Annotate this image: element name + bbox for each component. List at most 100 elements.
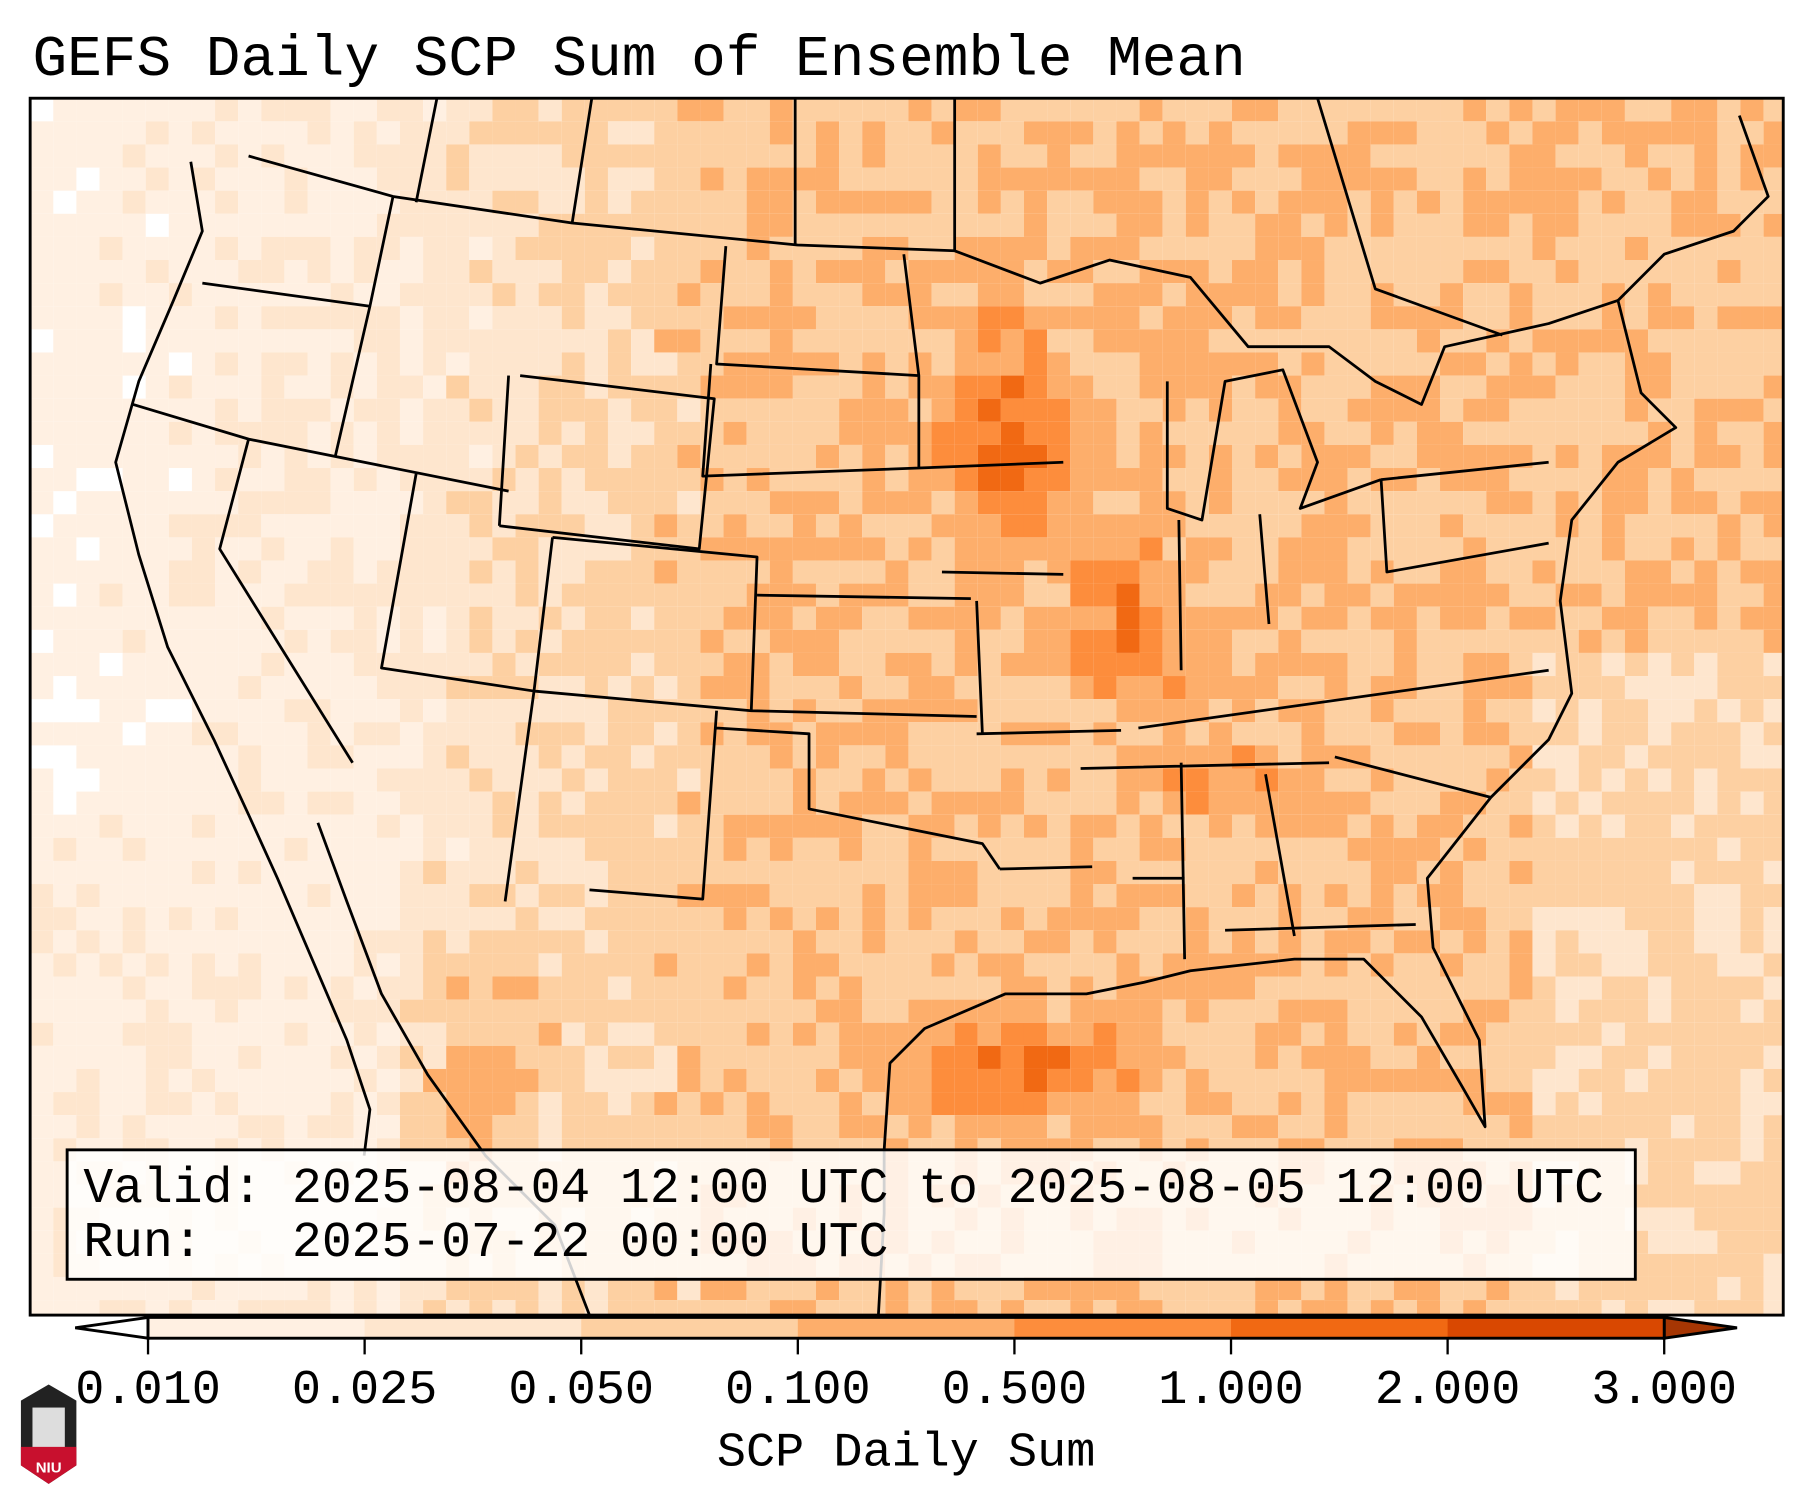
heatmap-cell [631, 884, 655, 908]
heatmap-cell [1393, 306, 1417, 330]
heatmap-cell [1232, 421, 1256, 445]
heatmap-cell [1116, 190, 1140, 214]
heatmap-cell [607, 121, 632, 145]
heatmap-cell [677, 375, 701, 399]
heatmap-cell [1347, 953, 1371, 977]
heatmap-cell [1370, 236, 1394, 261]
heatmap-cell [446, 1300, 470, 1316]
heatmap-cell [1324, 860, 1348, 885]
heatmap-cell [376, 213, 400, 237]
heatmap-cell [1717, 306, 1741, 330]
heatmap-cell [515, 375, 539, 399]
heatmap-cell [1648, 606, 1672, 630]
heatmap-cell [307, 629, 331, 653]
heatmap-cell [908, 144, 932, 168]
heatmap-cell [1185, 444, 1209, 469]
heatmap-cell [792, 814, 816, 838]
heatmap-cell [746, 837, 770, 861]
heatmap-cell [168, 444, 192, 469]
heatmap-cell [284, 375, 308, 399]
heatmap-cell [1047, 514, 1071, 538]
heatmap-cell [1717, 652, 1741, 677]
heatmap-cell [631, 676, 655, 700]
heatmap-cell [1416, 121, 1441, 145]
heatmap-cell [30, 884, 54, 908]
colorbar-tick-label: 0.010 [75, 1363, 221, 1418]
heatmap-cell [1278, 514, 1302, 538]
heatmap-cell [607, 606, 632, 630]
heatmap-cell [792, 144, 816, 168]
heatmap-cell [584, 444, 608, 469]
heatmap-cell [99, 213, 123, 237]
heatmap-cell [1023, 190, 1048, 214]
heatmap-cell [538, 1092, 562, 1116]
heatmap-cell [399, 514, 424, 538]
heatmap-cell [1648, 1161, 1672, 1185]
heatmap-cell [1370, 814, 1394, 838]
heatmap-cell [1000, 976, 1024, 1000]
heatmap-cell [1440, 629, 1464, 653]
heatmap-cell [1440, 167, 1464, 191]
heatmap-cell [469, 560, 493, 584]
heatmap-cell [76, 583, 100, 607]
heatmap-cell [353, 860, 377, 885]
heatmap-cell [538, 167, 562, 191]
heatmap-cell [1671, 560, 1695, 584]
heatmap-cell [538, 953, 562, 977]
heatmap-cell [977, 652, 1001, 677]
heatmap-cell [1740, 606, 1764, 630]
heatmap-cell [1208, 421, 1233, 445]
heatmap-cell [53, 1276, 77, 1301]
heatmap-cell [815, 491, 840, 515]
heatmap-cell [1255, 468, 1279, 492]
heatmap-cell [1416, 98, 1441, 122]
heatmap-cell [446, 121, 470, 145]
heatmap-cell [215, 814, 239, 838]
heatmap-cell [931, 953, 955, 977]
heatmap-cell [76, 606, 100, 630]
heatmap-cell [1416, 745, 1441, 769]
heatmap-cell [677, 791, 701, 815]
heatmap-cell [1694, 1138, 1718, 1162]
heatmap-cell [561, 814, 585, 838]
heatmap-cell [746, 375, 770, 399]
heatmap-cell [1555, 329, 1579, 353]
heatmap-cell [1070, 999, 1094, 1023]
heatmap-cell [446, 260, 470, 284]
heatmap-cell [1578, 1045, 1602, 1069]
heatmap-cell [1232, 745, 1256, 769]
heatmap-cell [954, 1300, 978, 1316]
heatmap-cell [99, 699, 123, 723]
heatmap-cell [815, 606, 840, 630]
heatmap-cell [1763, 629, 1784, 653]
heatmap-cell [469, 860, 493, 885]
heatmap-cell [815, 860, 840, 885]
heatmap-cell [931, 190, 955, 214]
heatmap-cell [815, 930, 840, 954]
heatmap-cell [215, 976, 239, 1000]
heatmap-cell [1139, 1276, 1163, 1301]
heatmap-cell [376, 699, 400, 723]
heatmap-cell [330, 953, 354, 977]
heatmap-cell [76, 444, 100, 469]
heatmap-cell [1624, 491, 1649, 515]
heatmap-cell [1486, 768, 1510, 792]
heatmap-cell [1000, 375, 1024, 399]
heatmap-cell [1763, 837, 1784, 861]
heatmap-cell [1694, 1300, 1718, 1316]
heatmap-cell [492, 167, 516, 191]
heatmap-cell [1624, 514, 1649, 538]
heatmap-cell [1555, 768, 1579, 792]
heatmap-cell [885, 352, 909, 376]
heatmap-cell [99, 190, 123, 214]
heatmap-cell [1370, 768, 1394, 792]
heatmap-cell [376, 768, 400, 792]
heatmap-cell [446, 491, 470, 515]
colorbar-bin [581, 1317, 799, 1339]
heatmap-cell [769, 768, 793, 792]
heatmap-cell [723, 375, 747, 399]
heatmap-cell [1047, 190, 1071, 214]
heatmap-cell [1509, 814, 1533, 838]
heatmap-cell [1301, 329, 1325, 353]
heatmap-cell [353, 352, 377, 376]
